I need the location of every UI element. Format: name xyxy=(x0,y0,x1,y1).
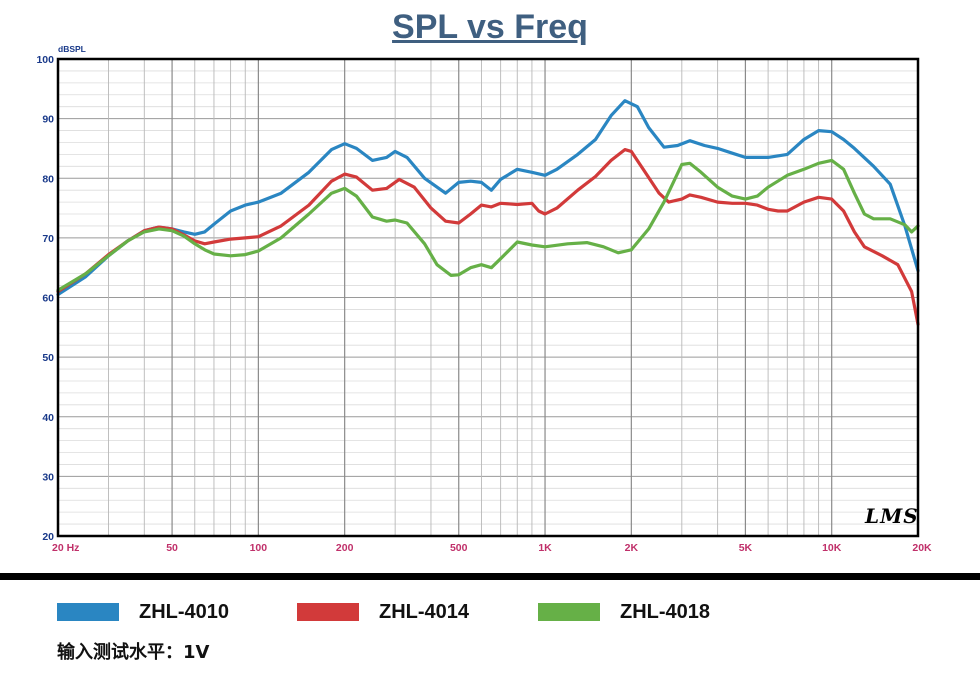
legend-item-zhl-4010: ZHL-4010 xyxy=(57,600,229,624)
x-tick-label: 500 xyxy=(450,542,468,554)
x-tick-label: 1K xyxy=(538,542,552,554)
legend-swatch xyxy=(57,603,119,621)
series-line-zhl-4014 xyxy=(56,148,920,326)
legend-item-zhl-4014: ZHL-4014 xyxy=(297,600,469,624)
x-tick-label: 5K xyxy=(739,542,753,554)
series-line-zhl-4018 xyxy=(56,158,920,292)
footer-divider xyxy=(0,573,980,580)
y-tick-label: 100 xyxy=(36,54,54,66)
y-tick-label: 60 xyxy=(42,293,54,305)
legend-swatch xyxy=(538,603,600,621)
lms-logo: LMS xyxy=(865,504,919,528)
series-layer xyxy=(56,99,920,326)
y-tick-label: 70 xyxy=(42,233,54,245)
series-line-zhl-4010 xyxy=(56,99,920,297)
chart-title: SPL vs Freq xyxy=(392,8,588,46)
legend-item-zhl-4018: ZHL-4018 xyxy=(538,600,710,624)
legend-swatch xyxy=(297,603,359,621)
legend-label: ZHL-4018 xyxy=(620,600,711,623)
y-tick-label: 20 xyxy=(42,531,54,543)
x-tick-label: 200 xyxy=(336,542,354,554)
x-tick-label: 20K xyxy=(912,542,932,554)
x-tick-label: 2K xyxy=(625,542,639,554)
plot-frame xyxy=(56,57,920,538)
y-tick-label: 30 xyxy=(42,471,54,483)
grid xyxy=(58,58,918,537)
x-tick-label: 20 Hz xyxy=(52,542,79,554)
input-level-text: 输入测试水平：1V xyxy=(57,642,210,663)
y-tick-label: 40 xyxy=(42,412,54,424)
x-tick-label: 10K xyxy=(822,542,842,554)
y-tick-label: 50 xyxy=(42,352,54,364)
legend-label: ZHL-4014 xyxy=(379,600,470,623)
y-tick-label: 90 xyxy=(42,114,54,126)
x-tick-label: 100 xyxy=(250,542,268,554)
y-axis-label: dBSPL xyxy=(58,44,86,54)
y-tick-label: 80 xyxy=(42,173,54,185)
legend-label: ZHL-4010 xyxy=(139,600,230,623)
x-tick-label: 50 xyxy=(166,542,178,554)
tick-labels: 20 Hz 50 100 200 500 1K 2K 5K 10K 20K 20 30 40 50 60 70… xyxy=(36,54,932,554)
spl-chart: 20 Hz 50 100 200 500 1K 2K 5K 10K 20K 20 30 40 50 60 70… xyxy=(36,44,932,554)
